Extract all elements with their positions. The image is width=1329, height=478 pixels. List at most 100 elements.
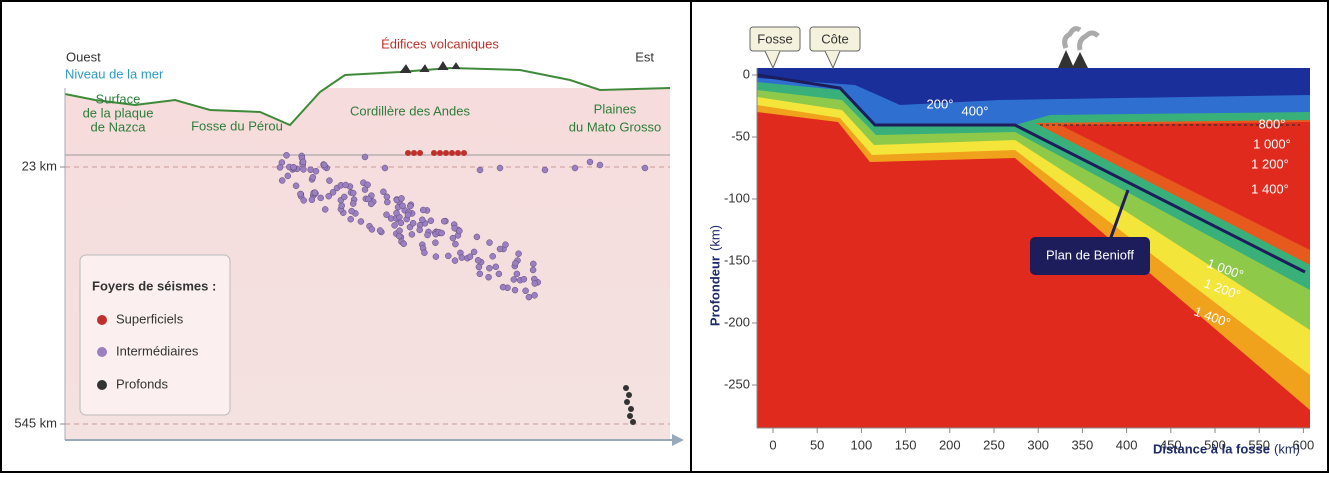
focus xyxy=(475,263,483,271)
pointer xyxy=(1108,189,1130,241)
focus xyxy=(530,260,537,268)
focus xyxy=(586,158,594,166)
x-unit: (km) xyxy=(1274,441,1300,456)
focus xyxy=(445,252,452,260)
benioff-box xyxy=(1030,237,1150,275)
x-tick-label: 550 xyxy=(1248,437,1270,452)
axis-arrow xyxy=(672,434,684,446)
focus xyxy=(476,166,484,174)
focus xyxy=(510,276,518,283)
temp: 1 200° xyxy=(1251,156,1289,171)
focus xyxy=(400,240,407,248)
y-title: Profondeur xyxy=(707,256,722,326)
focus xyxy=(449,234,457,242)
x-tick-label: 350 xyxy=(1072,437,1094,452)
temp: 800° xyxy=(1259,116,1286,131)
focus xyxy=(408,231,416,238)
y-tick-label: 0 xyxy=(743,66,750,81)
focus xyxy=(624,399,630,405)
right-panel: 0 50 100 150 200 250 300 350 400 450 500 550 600 0 -50… xyxy=(707,26,1314,456)
benioff-label: Plan de Benioff xyxy=(1046,247,1134,262)
label: de Nazca xyxy=(91,119,147,134)
left-panel: Foyers de séismes : Superficiels Intermé… xyxy=(14,36,684,446)
focus xyxy=(349,189,357,197)
focus xyxy=(474,257,482,264)
focus xyxy=(486,264,493,272)
focus xyxy=(347,215,354,223)
focus xyxy=(466,253,474,260)
focus xyxy=(437,150,443,156)
focus xyxy=(520,275,528,283)
focus xyxy=(311,189,319,196)
focus xyxy=(456,227,463,235)
legend-swatch xyxy=(97,347,107,357)
focus xyxy=(326,177,333,184)
focus xyxy=(541,166,549,174)
x-tick-label: 50 xyxy=(810,437,824,452)
label: de la plaque xyxy=(83,105,154,120)
focus xyxy=(367,200,375,208)
y-tick-label: -50 xyxy=(731,128,750,143)
focus xyxy=(325,192,332,200)
focus xyxy=(317,194,324,202)
legend-swatch xyxy=(97,315,107,325)
focus xyxy=(411,150,417,156)
focus xyxy=(451,257,459,264)
pointer xyxy=(764,50,781,70)
legend-item: Profonds xyxy=(116,376,169,391)
x-tick-label: 0 xyxy=(769,437,776,452)
focus xyxy=(409,219,417,227)
focus xyxy=(329,189,337,196)
focus xyxy=(641,164,649,172)
focus xyxy=(419,216,426,224)
focus xyxy=(321,206,329,213)
focus xyxy=(283,152,290,159)
legend-box xyxy=(79,254,231,416)
focus xyxy=(455,150,461,156)
focus xyxy=(470,248,478,256)
focus xyxy=(438,229,445,237)
focus xyxy=(525,293,533,301)
temp: 400° xyxy=(962,103,989,118)
cold-layer xyxy=(757,68,1310,105)
focus xyxy=(417,150,423,156)
focus xyxy=(571,164,579,172)
focus xyxy=(440,217,448,225)
label: Édifices volcaniques xyxy=(381,36,499,51)
sky xyxy=(65,40,670,125)
focus xyxy=(381,164,389,172)
focus xyxy=(380,188,387,196)
y-tick-label: -250 xyxy=(724,376,750,391)
focus xyxy=(630,419,636,425)
focus xyxy=(376,227,384,234)
focus xyxy=(489,253,496,260)
focus xyxy=(341,193,348,201)
focus xyxy=(391,222,398,229)
focus xyxy=(405,150,411,156)
ticks: 0 50 100 150 200 250 300 350 400 450 500 550 600 0 -50… xyxy=(724,66,1314,452)
focus xyxy=(307,166,314,174)
focus xyxy=(529,266,537,274)
focus xyxy=(396,227,403,234)
focus xyxy=(299,158,307,166)
focus xyxy=(312,167,320,175)
focus xyxy=(623,385,629,391)
legend-title: Foyers de séismes : xyxy=(92,278,216,293)
label: Surface xyxy=(96,91,141,106)
x-tick-label: 150 xyxy=(895,437,917,452)
focus xyxy=(473,233,481,241)
focus xyxy=(397,219,405,227)
label: Niveau de la mer xyxy=(65,66,164,81)
box-label: Fosse xyxy=(757,31,792,46)
focus xyxy=(278,177,286,184)
x-tick-label: 500 xyxy=(1204,437,1226,452)
volcanoes xyxy=(1058,50,1088,68)
focus xyxy=(432,253,440,260)
box-label: Côte xyxy=(821,31,848,46)
focus xyxy=(427,217,435,224)
focus xyxy=(421,249,428,256)
foci xyxy=(276,150,649,425)
focus xyxy=(431,150,437,156)
focus xyxy=(496,245,504,253)
focus xyxy=(502,241,509,248)
